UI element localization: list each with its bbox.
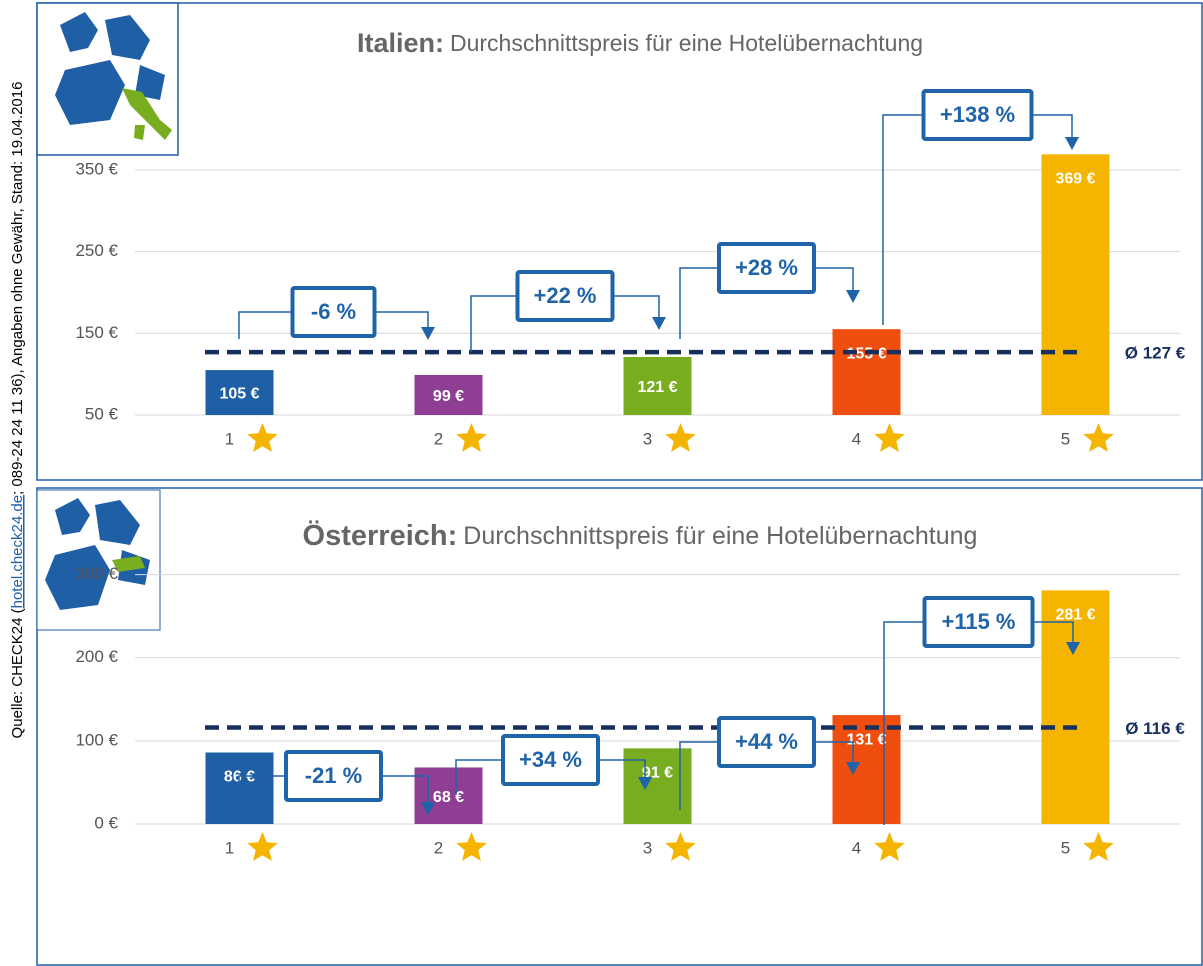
x-tick-label: 2 [434, 429, 443, 448]
change-box [717, 242, 816, 294]
title-country: Österreich: [303, 519, 458, 552]
y-tick-label: 0 € [94, 813, 118, 832]
bar [623, 356, 692, 415]
arrow-head [638, 777, 652, 790]
change-box [515, 270, 615, 322]
change-box [501, 734, 600, 786]
map-icon [36, 2, 179, 156]
star-icon [1083, 832, 1114, 861]
change-label: +44 % [735, 729, 798, 754]
y-tick-label: 100 € [75, 730, 118, 749]
star-icon [874, 832, 905, 861]
value-label: 99 € [433, 388, 464, 405]
value-label: 105 € [219, 386, 259, 403]
change-label: +22 % [534, 283, 597, 308]
source-note: Quelle: CHECK24 (hotel.check24.de; 089-2… [9, 82, 26, 739]
change-label: -21 % [305, 763, 362, 788]
change-label: +115 % [941, 609, 1015, 634]
bar [832, 715, 901, 824]
chart-title: Italien: Durchschnittspreis für eine Hote… [357, 28, 923, 58]
source-text: Quelle: CHECK24 ( [9, 608, 26, 738]
arrow-head [421, 327, 435, 340]
x-tick-label: 2 [434, 838, 443, 857]
y-tick-label: 200 € [75, 647, 118, 666]
panel [36, 2, 1203, 481]
panel [36, 487, 1203, 966]
arrow-head [846, 762, 860, 775]
change-label: -6 % [311, 299, 356, 324]
x-tick-label: 1 [225, 429, 234, 448]
value-label: 121 € [637, 379, 677, 396]
bar [1041, 590, 1110, 824]
change-box [717, 716, 816, 768]
y-tick-label: 300 € [75, 564, 118, 583]
star-icon [247, 423, 278, 452]
change-box [922, 596, 1035, 648]
change-box [290, 286, 377, 338]
arrow-head [652, 317, 666, 330]
value-label: 131 € [846, 731, 886, 748]
arrow-head [1066, 642, 1080, 655]
bar [205, 370, 274, 415]
x-tick-label: 3 [643, 429, 652, 448]
map-icon [36, 489, 161, 631]
x-tick-label: 5 [1061, 838, 1070, 857]
change-label: +138 % [940, 102, 1015, 127]
star-icon [874, 423, 905, 452]
chart-title: Österreich: Durchschnittspreis für eine H… [303, 519, 978, 552]
title-text: Durchschnittspreis für eine Hotelübernac… [450, 30, 923, 56]
value-label: 68 € [433, 789, 464, 806]
y-tick-label: 50 € [85, 404, 119, 423]
source-link: hotel.check24.de [9, 495, 26, 608]
bar [414, 767, 483, 824]
x-tick-label: 1 [225, 838, 234, 857]
title-country: Italien: [357, 28, 444, 58]
star-icon [456, 832, 487, 861]
bar [832, 329, 901, 415]
x-tick-label: 3 [643, 838, 652, 857]
source-text: ; 089-24 24 11 36), Angaben ohne Gewähr,… [9, 82, 26, 495]
arrow-head [846, 290, 860, 303]
star-icon [665, 832, 696, 861]
change-label: +34 % [519, 747, 582, 772]
arrow-head [1065, 137, 1079, 150]
star-icon [1083, 423, 1114, 452]
value-label: 369 € [1055, 171, 1095, 188]
x-tick-label: 4 [852, 838, 861, 857]
change-box [284, 750, 383, 802]
average-label: Ø 116 € [1125, 719, 1185, 738]
value-label: 281 € [1055, 607, 1095, 624]
x-tick-label: 4 [852, 429, 861, 448]
star-icon [665, 423, 696, 452]
y-tick-label: 150 € [75, 323, 118, 342]
y-tick-label: 350 € [75, 159, 118, 178]
average-label: Ø 127 € [1125, 344, 1186, 363]
y-tick-label: 250 € [75, 241, 118, 260]
star-icon [247, 832, 278, 861]
star-icon [456, 423, 487, 452]
x-tick-label: 5 [1061, 429, 1070, 448]
change-box [921, 89, 1034, 141]
change-label: +28 % [735, 255, 798, 280]
title-text: Durchschnittspreis für eine Hotelübernac… [463, 522, 977, 550]
bar [1041, 154, 1110, 415]
bar [414, 374, 483, 415]
arrow-head [421, 802, 435, 815]
